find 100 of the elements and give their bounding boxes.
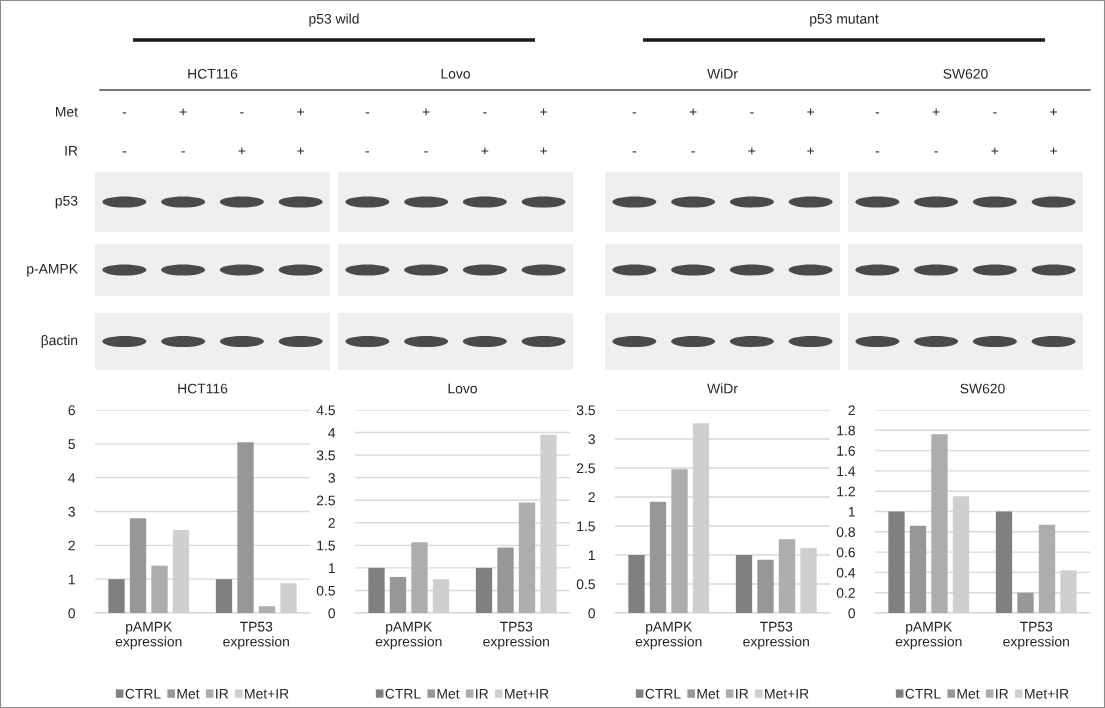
y-tick-label: 0 [588,608,596,619]
bar [475,567,493,613]
text: Met [55,107,78,117]
y-tick-label: 0 [328,608,336,619]
y-tick-label: 1.8 [837,425,855,436]
text: - [365,151,370,153]
y-tick-label: 3 [328,473,335,483]
bar [151,565,168,613]
text: + [481,147,489,155]
legend-label: IR [476,688,489,699]
bar [628,555,645,613]
y-tick-label: 0 [848,608,856,619]
legend-label: Met+IR [1025,688,1069,699]
y-tick-label: 6 [68,405,75,416]
y-tick-label: 1.5 [577,521,595,532]
text: - [365,112,370,114]
legend-label: Met+IR [505,688,549,699]
bar [497,547,514,613]
y-tick-label: 5 [68,439,75,449]
bar [995,511,1013,613]
y-tick-label: 1.5 [317,540,335,551]
legend-label: Met+IR [765,688,809,699]
text: + [1050,147,1057,155]
y-tick-label: 4 [328,428,336,438]
bar [411,542,428,613]
bar [1038,524,1056,613]
text: IR [65,146,78,156]
text: - [122,112,127,114]
x-tick-label: TP53 expression [1003,621,1069,650]
chart-title: WiDr [707,383,738,394]
text: - [240,112,244,114]
y-tick-label: 0 [68,608,76,619]
legend-label: Met [437,688,460,699]
x-tick-label: pAMPK expression [115,621,182,650]
y-tick-label: 3 [588,434,595,445]
legend-label: CTRL [125,688,161,699]
text: + [1050,108,1057,116]
text: + [297,147,304,155]
legend-label: Met [957,688,980,699]
y-tick-label: 2 [588,492,595,503]
text: p53 [55,195,78,209]
bar [671,469,688,613]
bar [237,442,254,613]
y-tick-label: 1 [328,563,335,573]
bar [649,501,667,613]
legend-label: CTRL [645,688,681,699]
y-tick-label: 4 [68,473,76,483]
text: - [993,112,997,114]
y-tick-label: 1 [68,574,75,585]
y-tick-label: 0.5 [316,585,335,596]
text: + [297,108,304,116]
text: + [179,108,187,116]
text: + [540,108,547,116]
bar [735,555,753,613]
text: - [934,151,938,153]
text: - [632,151,637,153]
bar [215,579,233,613]
y-tick-label: 3.5 [576,405,595,416]
category-label: SW620 [943,68,988,79]
y-tick-label: 2 [328,518,335,528]
chart-title: HCT116 [178,383,228,394]
y-tick-label: 1.2 [837,486,855,497]
bar [258,606,276,613]
text: - [691,151,695,153]
y-tick-label: 3 [68,506,75,517]
legend-label: IR [996,688,1009,699]
x-tick-label: pAMPK expression [635,621,702,650]
chart-title: SW620 [960,383,1005,394]
text: + [991,147,999,155]
text: + [807,147,814,155]
legend-label: CTRL [905,688,941,699]
text: p-AMPK [27,264,78,277]
bar [888,511,905,613]
legend-label: IR [736,688,749,699]
text: - [875,151,880,153]
bar [518,502,536,613]
legend-label: IR [216,688,229,699]
category-label: Lovo [441,69,470,79]
y-tick-label: 1 [848,506,855,517]
x-tick-label: TP53 expression [743,621,809,650]
chart-title: Lovo [448,383,477,394]
y-tick-label: 1 [588,550,595,561]
text: - [632,112,637,114]
text: - [875,112,880,114]
bar [757,559,774,613]
category-label: WiDr [707,68,738,79]
y-tick-label: 0.2 [836,588,855,598]
legend-label: Met+IR [245,688,289,699]
x-tick-label: pAMPK expression [895,621,962,650]
bar [368,567,385,613]
text: + [238,147,246,155]
text: + [748,147,756,155]
text: - [424,151,428,153]
y-tick-label: 0.8 [836,527,855,537]
text: - [483,112,487,114]
bar [129,518,147,613]
bar [1017,592,1034,613]
text: - [181,151,185,153]
legend-label: CTRL [385,688,421,699]
y-tick-label: 2.5 [576,463,595,474]
